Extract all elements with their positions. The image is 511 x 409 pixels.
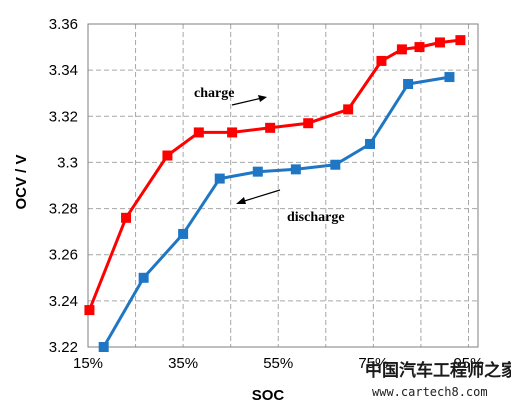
charge-point bbox=[193, 127, 204, 138]
discharge-point bbox=[98, 342, 109, 352]
charge-annotation: charge bbox=[194, 86, 267, 106]
watermark: 中国汽车工程师之家 www.cartech8.com bbox=[365, 360, 511, 399]
charge-point bbox=[434, 37, 445, 48]
charge-point bbox=[343, 104, 354, 115]
charge-point bbox=[414, 42, 425, 53]
x-tick-label: 95% bbox=[453, 355, 483, 372]
discharge-annotation-label: discharge bbox=[287, 210, 345, 225]
x-tick-label: 35% bbox=[168, 355, 198, 372]
charge-point bbox=[396, 44, 407, 55]
x-axis-tick-labels: 15% 35% 55% 75% 95% bbox=[73, 355, 484, 372]
x-tick-label: 15% bbox=[73, 355, 103, 372]
watermark-url: www.cartech8.com bbox=[372, 385, 488, 399]
charge-arrow-shaft bbox=[231, 97, 263, 106]
y-tick-label: 3.24 bbox=[49, 293, 78, 310]
discharge-line bbox=[102, 75, 450, 348]
plot-area-frame bbox=[87, 23, 479, 348]
y-tick-label: 3.22 bbox=[49, 339, 78, 356]
series-layer bbox=[84, 35, 466, 352]
y-tick-label: 3.3 bbox=[57, 154, 78, 171]
x-axis-title: SOC bbox=[252, 387, 285, 404]
charge-series bbox=[84, 35, 466, 316]
discharge-point bbox=[444, 72, 455, 83]
y-axis-tick-labels: 3.22 3.24 3.26 3.28 3.3 3.32 3.34 3.36 bbox=[49, 16, 78, 356]
y-axis-title: OCV / V bbox=[13, 154, 30, 209]
discharge-arrow-icon bbox=[236, 197, 246, 204]
charge-point bbox=[265, 122, 276, 133]
charge-annotation-label: charge bbox=[194, 86, 234, 101]
charge-point bbox=[84, 305, 95, 316]
charge-point bbox=[455, 35, 466, 46]
charge-point bbox=[121, 212, 132, 223]
discharge-point bbox=[178, 228, 189, 239]
discharge-point bbox=[365, 138, 376, 149]
y-tick-label: 3.32 bbox=[49, 108, 78, 125]
charge-point bbox=[227, 127, 238, 138]
charge-point bbox=[162, 150, 173, 161]
discharge-point bbox=[214, 173, 225, 184]
discharge-point bbox=[330, 159, 341, 170]
discharge-annotation: discharge bbox=[236, 189, 345, 225]
discharge-point bbox=[252, 166, 263, 177]
discharge-arrow-shaft bbox=[240, 189, 281, 203]
charge-point bbox=[303, 118, 314, 129]
x-tick-label: 55% bbox=[263, 355, 293, 372]
y-tick-label: 3.34 bbox=[49, 62, 78, 79]
x-tick-label: 75% bbox=[358, 355, 388, 372]
discharge-point bbox=[290, 164, 301, 175]
y-tick-label: 3.28 bbox=[49, 201, 78, 218]
y-tick-label: 3.36 bbox=[49, 16, 78, 33]
charge-point bbox=[376, 55, 387, 66]
discharge-point bbox=[403, 78, 414, 89]
charge-arrow-icon bbox=[258, 95, 267, 102]
watermark-chinese: 中国汽车工程师之家 bbox=[365, 360, 511, 381]
y-tick-label: 3.26 bbox=[49, 247, 78, 264]
discharge-point bbox=[138, 272, 149, 283]
discharge-series bbox=[98, 72, 455, 352]
